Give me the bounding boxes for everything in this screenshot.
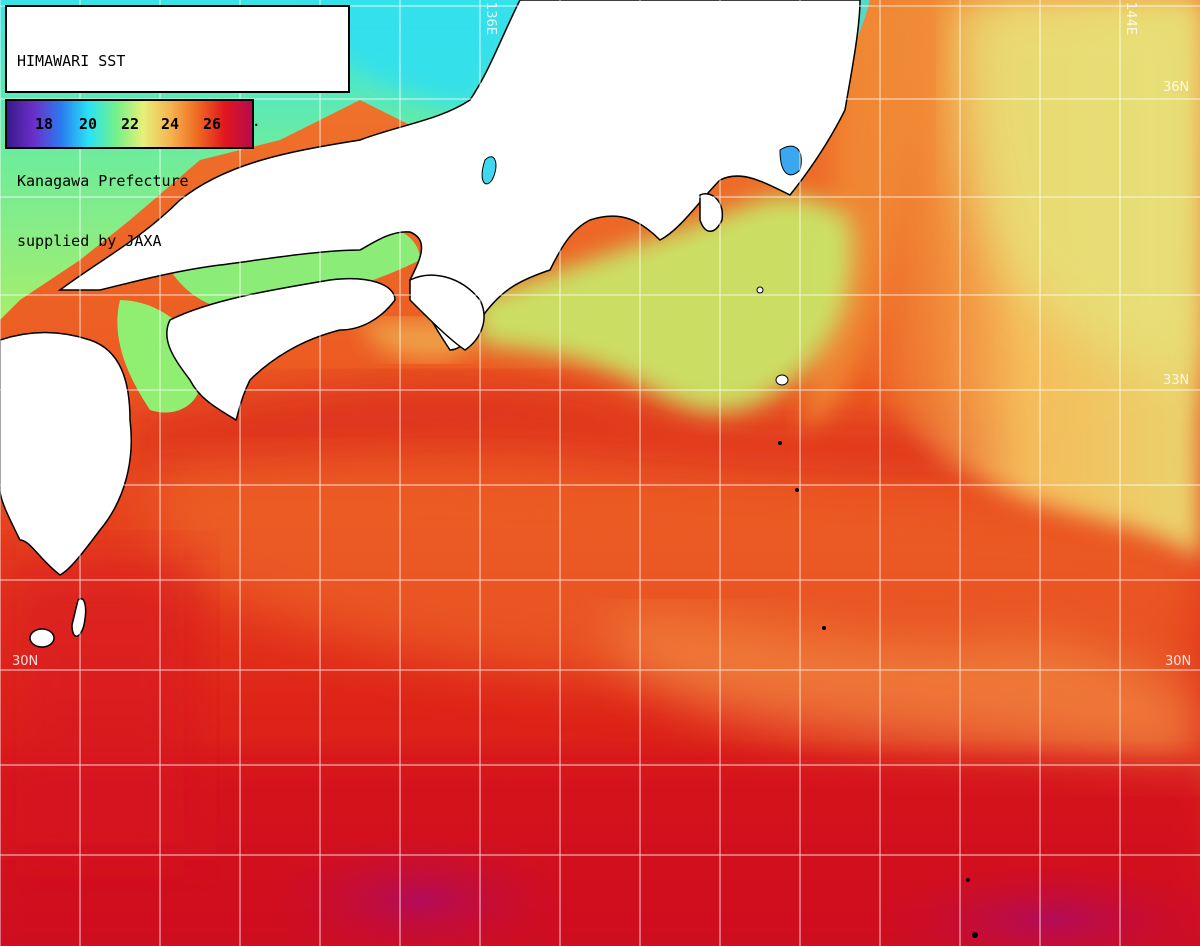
islet-1 [775, 374, 789, 386]
lake-biwa [481, 156, 497, 185]
islet-7 [972, 932, 978, 938]
tanegashima [71, 598, 87, 637]
kyushu [0, 331, 132, 576]
warm-swirl [600, 615, 1200, 780]
islet-5 [822, 626, 826, 630]
legend-label-20: 20 [79, 115, 98, 133]
title-line-4: supplied by JAXA [17, 232, 162, 250]
sea-of-japan-cyan [300, 0, 520, 110]
southwest-hot [0, 560, 200, 860]
islet-2 [756, 286, 764, 294]
lon-label-136e: 136E [483, 2, 498, 36]
yakushima [29, 628, 55, 648]
south-purple-spot [260, 830, 580, 946]
honshu [57, 0, 861, 351]
lat-label-36n: 36N [1163, 80, 1190, 95]
izu-peninsula [699, 193, 724, 232]
legend-label-24: 24 [161, 115, 180, 133]
sst-color-legend: 18 20 22 24 26 [5, 99, 254, 149]
title-line-1: HIMAWARI SST [17, 52, 126, 70]
legend-label-26: 26 [203, 115, 222, 133]
lon-label-144e: 144E [1123, 2, 1138, 36]
islet-6 [966, 878, 970, 882]
south-purple-spot-2 [870, 860, 1200, 946]
lat-label-30n-right: 30N [1165, 654, 1192, 669]
title-box: HIMAWARI SST ~2025/11/02(UTC) Week Comp.… [5, 5, 350, 250]
kuroshio-band [120, 378, 1200, 474]
east-yellow [960, 0, 1200, 380]
islet-3 [778, 441, 782, 445]
legend-label-22: 22 [121, 115, 140, 133]
legend-label-18: 18 [35, 115, 54, 133]
lat-label-30n-left: 30N [12, 654, 39, 669]
islet-4 [795, 488, 799, 492]
shikoku [166, 277, 396, 422]
lat-label-33n: 33N [1163, 373, 1190, 388]
title-line-3: Kanagawa Prefecture [17, 172, 189, 190]
kii-peninsula [409, 274, 485, 351]
coastal-shelf [470, 196, 852, 413]
